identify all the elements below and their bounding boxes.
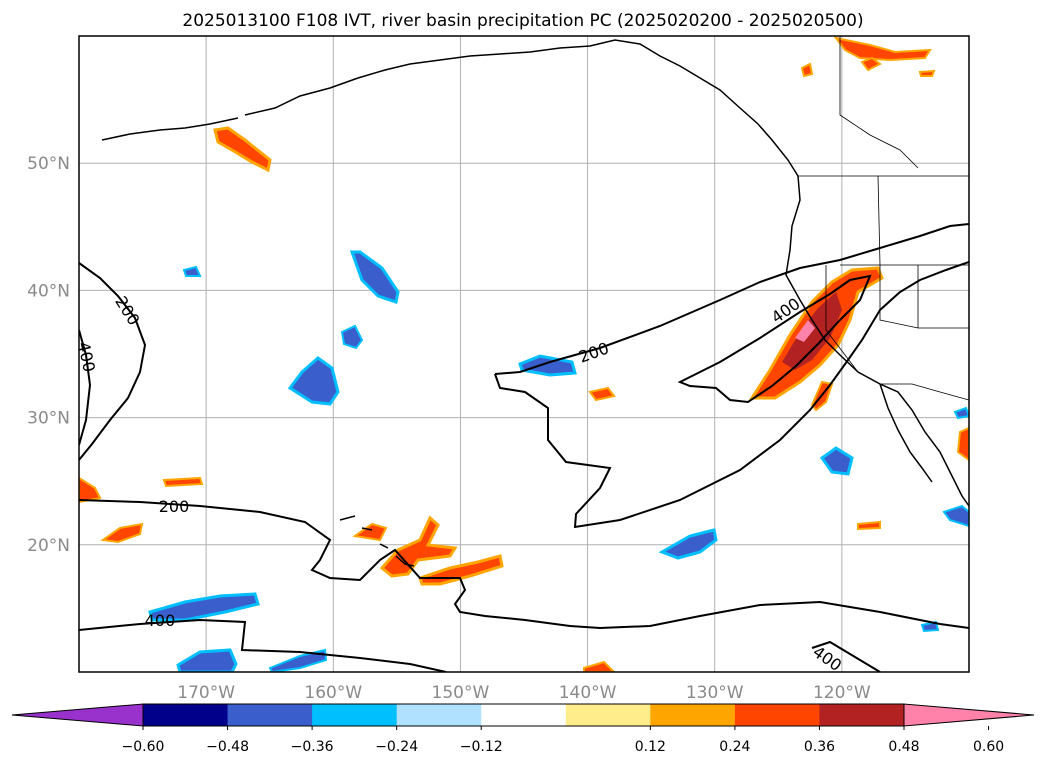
colorbar-frame — [142, 703, 905, 727]
anomaly-negative — [176, 648, 238, 672]
contour-label: 400 — [145, 611, 176, 630]
anomaly-negative — [287, 356, 340, 406]
ivt-contour-400 — [677, 274, 872, 404]
colorbar-extend-max — [903, 703, 1035, 727]
anomaly-positive — [588, 386, 616, 402]
colorbar: −0.60 −0.48 −0.36 −0.24 −0.12 0.12 0.24 0.36 0.4… — [11, 703, 1035, 755]
coastlines — [101, 39, 969, 567]
colorbar-swatch — [734, 704, 820, 726]
lon-tick-label: 120°W — [813, 683, 871, 703]
anomaly-positive — [918, 69, 936, 77]
colorbar-extend-min — [11, 703, 144, 727]
colorbar-swatch — [396, 704, 482, 726]
lat-tick-label: 50°N — [27, 154, 70, 174]
anomaly-negative — [953, 406, 969, 420]
anomaly-positive — [213, 126, 272, 173]
anomaly-negative — [349, 250, 400, 304]
lon-tick-label: 160°W — [304, 683, 362, 703]
colorbar-tick-label: −0.36 — [291, 739, 334, 755]
anomaly-negative — [148, 592, 260, 622]
us-mexico-border — [880, 383, 969, 401]
latitude-tick-labels: 50°N 40°N 30°N 20°N — [27, 154, 70, 556]
na-west-coast — [785, 175, 969, 507]
lat-tick-label: 30°N — [27, 409, 70, 429]
contour-label: 200 — [159, 497, 190, 516]
anomaly-negative — [268, 648, 328, 672]
ivt-contour-400 — [79, 618, 447, 672]
colorbar-tick-label: 0.48 — [888, 739, 919, 755]
ivt-contour-200 — [79, 262, 147, 461]
map-background — [79, 36, 969, 672]
alaska-canada-border — [839, 36, 919, 169]
anomaly-positive-max — [795, 320, 815, 342]
colorbar-tick-label: −0.24 — [375, 739, 418, 755]
anomaly-positive — [162, 476, 204, 488]
anomaly-negative — [340, 324, 364, 350]
anomaly-positive — [583, 660, 616, 672]
colorbar-swatch — [819, 704, 905, 726]
colorbar-swatch — [650, 704, 736, 726]
lon-tick-label: 130°W — [686, 683, 744, 703]
anomaly-positive — [100, 522, 144, 544]
anomaly-positive — [833, 36, 932, 62]
colorbar-tick-label: 0.12 — [635, 739, 666, 755]
anomaly-negative — [819, 446, 854, 476]
anomaly-positive — [860, 56, 882, 72]
colorbar-swatch — [227, 704, 313, 726]
hawaiian-islands — [339, 515, 415, 567]
anomaly-positive — [800, 62, 814, 78]
colorbar-tick-label: −0.48 — [206, 739, 249, 755]
anomaly-positive — [79, 476, 102, 504]
lat-tick-label: 20°N — [27, 536, 70, 556]
figure-title: 2025013100 F108 IVT, river basin precipi… — [182, 11, 863, 31]
anomaly-negative — [658, 528, 718, 560]
ivt-contours — [79, 223, 969, 672]
ivt-contour-400 — [811, 640, 881, 672]
anomaly-positive — [956, 426, 969, 462]
colorbar-swatch — [565, 704, 651, 726]
colorbar-swatch — [312, 704, 398, 726]
colorbar-tick-label: −0.12 — [460, 739, 503, 755]
colorbar-tick-label: 0.60 — [973, 739, 1004, 755]
contour-label: 400 — [74, 340, 99, 374]
ivt-contour-200 — [494, 223, 969, 375]
anomaly-negative — [518, 354, 577, 377]
lat-tick-label: 40°N — [27, 281, 70, 301]
gridlines — [79, 36, 969, 672]
colorbar-swatch — [481, 704, 567, 726]
anomaly-positive — [379, 515, 458, 578]
lon-tick-label: 170°W — [177, 683, 235, 703]
anomaly-positive — [857, 520, 881, 531]
alaska-coastline — [244, 39, 799, 177]
ivt-contour-200 — [494, 261, 969, 529]
borders — [798, 36, 969, 401]
baja-peninsula — [879, 383, 933, 483]
anomaly-negative — [182, 265, 202, 277]
ivt-contour-400 — [79, 329, 92, 446]
colorbar-tick-label: 0.36 — [804, 739, 835, 755]
colorbar-tick-label: −0.60 — [122, 739, 165, 755]
anomaly-positive — [352, 522, 388, 542]
lon-tick-label: 150°W — [432, 683, 490, 703]
state-borders — [825, 175, 969, 373]
anomaly-negative — [942, 504, 969, 528]
precip-anomaly-fills — [79, 36, 969, 672]
colorbar-swatch — [143, 704, 229, 726]
aleutian-islands — [101, 117, 239, 141]
map-frame — [78, 35, 970, 673]
ivt-contour-200 — [79, 499, 969, 630]
longitude-tick-labels: 170°W 160°W 150°W 140°W 130°W 120°W — [177, 683, 871, 703]
colorbar-tick-label: 0.24 — [719, 739, 750, 755]
lon-tick-label: 140°W — [559, 683, 617, 703]
